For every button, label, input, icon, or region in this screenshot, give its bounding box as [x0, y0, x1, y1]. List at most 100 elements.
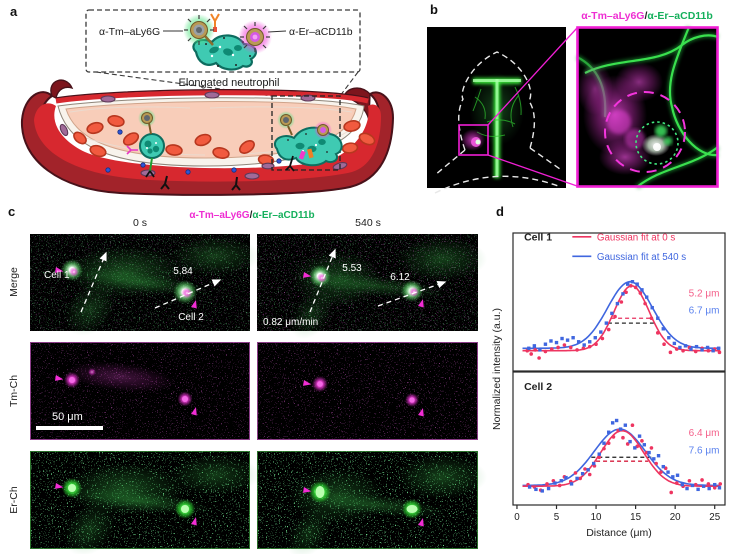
data-point-square — [667, 336, 671, 340]
data-point-square — [618, 427, 623, 431]
data-point-square — [630, 280, 635, 284]
data-point-circle — [654, 461, 658, 466]
antibody-orange-icon — [210, 13, 220, 32]
data-point-square — [640, 288, 644, 292]
data-point-circle — [600, 336, 605, 341]
data-point-square — [591, 461, 596, 466]
data-point-square — [615, 301, 620, 306]
channel-er-label: α-Er–aCD11b — [647, 10, 712, 22]
data-point-square — [549, 339, 553, 343]
data-point-square — [571, 336, 575, 340]
data-point-square — [527, 346, 531, 350]
inset-connector-right — [339, 71, 359, 97]
cell2-width-540s: 6.12 — [390, 272, 410, 283]
cell1-arrowhead — [302, 272, 312, 278]
data-point-circle — [611, 435, 616, 439]
data-point-circle — [557, 483, 562, 488]
data-point-circle — [537, 356, 541, 360]
data-point-circle — [597, 455, 602, 460]
channel-sep: / — [644, 10, 647, 22]
channel-tm-label: α-Tm–aLy6G — [581, 10, 644, 22]
cell2-label: Cell 2 — [178, 312, 204, 323]
data-point-circle — [669, 490, 674, 495]
data-point-circle — [700, 478, 704, 482]
chart-cell-1: Cell 1 Gaussian fit at 0 s Gaussian fit at… — [512, 231, 726, 372]
data-point-square — [652, 457, 656, 461]
channel-sep: / — [250, 210, 253, 221]
data-point-square — [532, 344, 537, 348]
data-point-circle — [624, 290, 628, 295]
merge-0s-image: Cell 1 5.84 Cell 2 — [30, 234, 260, 336]
data-point-square — [580, 472, 585, 476]
zoom-image-border — [576, 26, 719, 188]
data-point-square — [559, 479, 563, 483]
time-0s-header: 0 s — [133, 217, 147, 229]
data-point-circle — [583, 467, 587, 471]
data-point-circle — [575, 348, 579, 352]
fwhm-width-annotation: 6.4 μm — [689, 428, 720, 439]
data-point-circle — [668, 350, 673, 355]
data-point-square — [685, 486, 689, 491]
y-axis-label: Normalized intensity (a.u.) — [491, 308, 503, 430]
data-point-square — [553, 481, 557, 485]
fwhm-width-annotation: 7.6 μm — [689, 445, 720, 456]
data-point-circle — [649, 316, 654, 321]
data-point-square — [593, 336, 597, 340]
data-point-circle — [587, 472, 592, 477]
cell1-arrowhead — [302, 487, 312, 493]
data-point-square — [707, 486, 711, 491]
data-point-circle — [633, 285, 638, 290]
cell2-arrowhead — [418, 299, 424, 308]
data-point-square — [599, 330, 603, 334]
data-point-circle — [543, 349, 548, 354]
panel-b-zoom-image — [575, 26, 720, 189]
data-point-square — [666, 470, 670, 474]
time-540s-header: 540 s — [355, 217, 381, 229]
data-point-circle — [693, 482, 698, 487]
data-point-square — [717, 486, 722, 490]
data-point-square — [678, 345, 682, 350]
data-point-square — [614, 418, 619, 423]
cell2-arrowhead — [191, 407, 197, 416]
data-point-square — [711, 349, 715, 353]
panel-a-schematic: a α-Tm–aLy6G α-Er–aCD11b — [10, 4, 395, 196]
cell-outline-dashed-circle — [604, 91, 686, 173]
fwhm-width-annotation: 6.7 μm — [689, 305, 720, 316]
data-point-circle — [706, 348, 711, 353]
cell1-arrowhead — [54, 483, 64, 489]
data-point-circle — [606, 327, 611, 332]
data-point-circle — [545, 482, 549, 486]
cell2-width-0s: 5.84 — [173, 266, 193, 277]
legend-label: Gaussian fit at 540 s — [597, 252, 686, 263]
row-label-tm: Tm-Ch — [8, 375, 20, 407]
x-tick-label: 15 — [630, 512, 641, 523]
cell1-arrowhead — [54, 375, 64, 381]
panel-d-plots: d Normalized intensity (a.u.) Distance (… — [491, 204, 726, 539]
data-point-circle — [638, 291, 643, 295]
panel-b-channel-header: α-Tm–aLy6G/α-Er–aCD11b — [581, 10, 713, 22]
data-point-square — [576, 340, 581, 344]
x-tick-label: 20 — [670, 512, 681, 523]
cell1-width-540s: 5.53 — [342, 263, 362, 274]
cell1-arrowhead — [302, 380, 312, 386]
data-point-circle — [602, 446, 606, 451]
x-tick-label: 5 — [554, 512, 560, 523]
data-point-square — [610, 421, 615, 425]
data-point-circle — [621, 435, 625, 440]
data-point-square — [534, 487, 538, 492]
data-point-square — [690, 483, 695, 488]
probe-right-label: α-Er–aCD11b — [289, 26, 353, 38]
data-point-circle — [706, 482, 711, 486]
elongated-neutrophil — [274, 111, 343, 172]
data-point-square — [610, 311, 614, 316]
migration-speed-label: 0.82 μm/min — [263, 317, 318, 328]
cell1-arrowhead — [54, 267, 64, 273]
data-point-square — [635, 282, 639, 286]
x-tick-label: 10 — [591, 512, 602, 523]
data-point-circle — [643, 301, 647, 306]
data-point-square — [543, 342, 548, 346]
data-point-square — [597, 452, 601, 456]
data-point-square — [538, 348, 542, 352]
roi-rectangle — [458, 124, 489, 156]
